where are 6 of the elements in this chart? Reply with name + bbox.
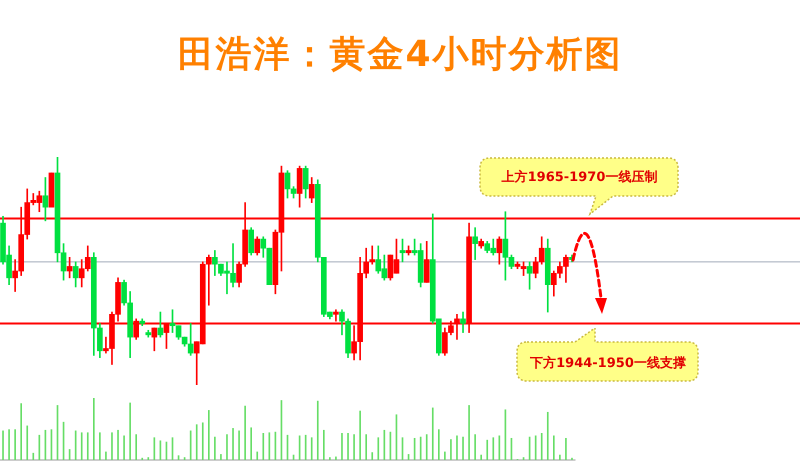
annotation: 上方1965-1970一线压制 xyxy=(500,168,658,186)
speech-bubble: 上方1965-1970一线压制 xyxy=(478,156,681,216)
speech-bubble: 下方1944-1950一线支撑 xyxy=(515,328,701,384)
candlestick xyxy=(48,172,54,208)
annotation: 下方1944-1950一线支撑 xyxy=(529,354,687,372)
chart-title: 田浩洋：黄金4小时分析图 xyxy=(176,33,624,77)
